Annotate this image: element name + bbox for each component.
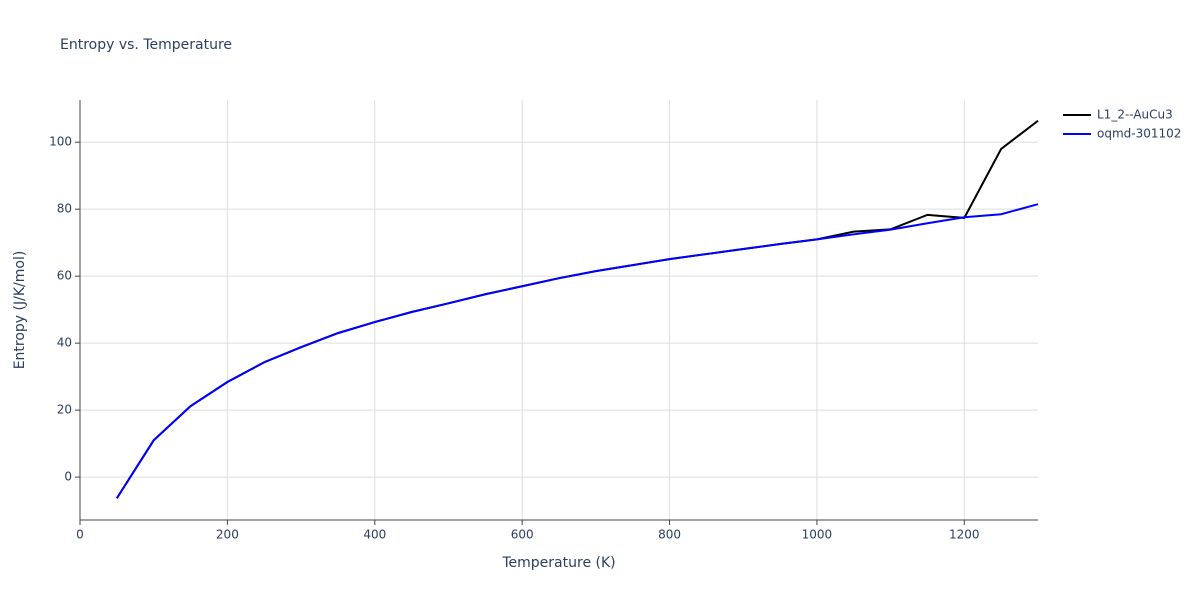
chart-title: Entropy vs. Temperature xyxy=(60,37,232,53)
y-tick-label: 40 xyxy=(57,336,72,350)
x-tick-label: 1200 xyxy=(949,528,980,542)
y-tick-label: 80 xyxy=(57,202,72,216)
series-line xyxy=(116,119,1039,499)
x-tick-label: 1000 xyxy=(802,528,833,542)
x-tick-label: 800 xyxy=(658,528,681,542)
legend-label: L1_2--AuCu3 xyxy=(1097,108,1173,122)
y-axis-label: Entropy (J/K/mol) xyxy=(12,251,28,370)
x-tick-label: 0 xyxy=(76,528,84,542)
x-tick-label: 600 xyxy=(511,528,534,542)
x-tick-label: 400 xyxy=(363,528,386,542)
y-tick-label: 0 xyxy=(64,470,72,484)
y-tick-label: 20 xyxy=(57,403,72,417)
x-axis-label: Temperature (K) xyxy=(501,555,615,571)
legend-label: oqmd-301102 xyxy=(1097,127,1181,141)
series-line xyxy=(116,203,1039,499)
y-tick-label: 60 xyxy=(57,269,72,283)
x-tick-label: 200 xyxy=(216,528,239,542)
y-tick-label: 100 xyxy=(49,135,72,149)
